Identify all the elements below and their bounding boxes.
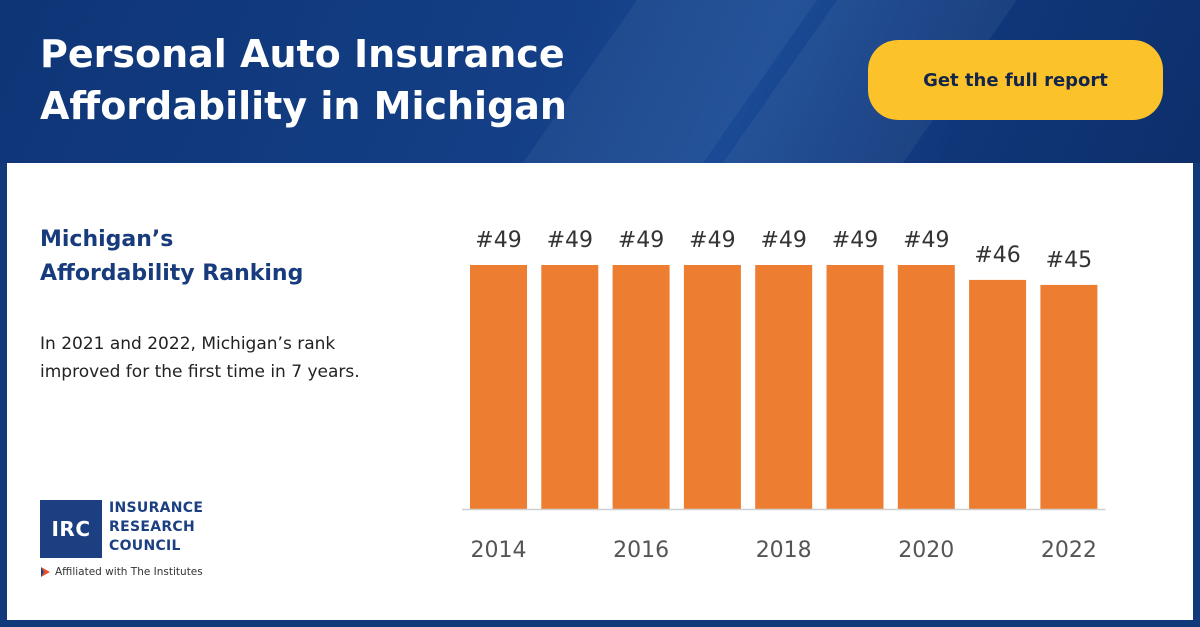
bar-2018 [755, 265, 813, 509]
data-label-2020: #49 [903, 228, 949, 253]
data-label-2017: #49 [689, 228, 735, 253]
bar-2022 [1040, 284, 1098, 509]
section-heading-line: Michigan’s [40, 227, 174, 252]
bar-2021 [969, 279, 1027, 509]
data-label-2021: #46 [974, 243, 1020, 268]
irc-logo-wordmark: INSURANCE RESEARCH COUNCIL [109, 499, 203, 556]
x-tick-2022: 2022 [1041, 538, 1097, 563]
x-tick-2016: 2016 [613, 538, 669, 563]
logo-name-line: INSURANCE [109, 500, 204, 516]
bar-group [470, 265, 1098, 509]
irc-logo: IRC INSURANCE RESEARCH COUNCIL Affiliate… [40, 498, 290, 588]
bar-2019 [826, 265, 884, 509]
data-label-2015: #49 [547, 228, 593, 253]
x-tick-group: 2014 2016 2018 2020 2022 [471, 538, 1097, 563]
x-tick-2018: 2018 [756, 538, 812, 563]
section-heading: Michigan’s Affordability Ranking [40, 223, 303, 291]
page-title: Personal Auto Insurance Affordability in… [40, 28, 740, 132]
page-title-line: Affordability in Michigan [40, 84, 567, 128]
data-label-2019: #49 [832, 228, 878, 253]
logo-name-line: RESEARCH [109, 519, 195, 535]
irc-logo-mark: IRC [40, 500, 102, 558]
data-label-2018: #49 [760, 228, 806, 253]
logo-name-line: COUNCIL [109, 538, 181, 554]
bar-2014 [470, 265, 527, 509]
data-label-2014: #49 [475, 228, 521, 253]
affiliation-line: Affiliated with The Institutes [40, 566, 203, 578]
data-label-2022: #45 [1046, 248, 1092, 273]
affiliation-text: Affiliated with The Institutes [55, 566, 203, 578]
ranking-bar-chart: #49 #49 #49 #49 #49 #49 #49 #46 #45 2014 2016 2018… [462, 228, 1106, 563]
bar-2020 [897, 265, 955, 509]
description-text: In 2021 and 2022, Michigan’s rank improv… [40, 330, 420, 386]
page-title-line: Personal Auto Insurance [40, 32, 565, 76]
get-full-report-button[interactable]: Get the full report [868, 40, 1163, 120]
data-label-2016: #49 [618, 228, 664, 253]
header-banner: Personal Auto Insurance Affordability in… [0, 0, 1200, 163]
section-heading-line: Affordability Ranking [40, 261, 304, 286]
institutes-arrow-icon [41, 567, 50, 577]
bar-2017 [683, 265, 741, 509]
x-tick-2014: 2014 [471, 538, 527, 563]
content-panel: Michigan’s Affordability Ranking In 2021… [7, 163, 1193, 620]
bar-2016 [612, 265, 670, 509]
description-line: In 2021 and 2022, Michigan’s rank [40, 334, 336, 354]
data-label-group: #49 #49 #49 #49 #49 #49 #49 #46 #45 [475, 228, 1092, 273]
x-tick-2020: 2020 [898, 538, 954, 563]
bar-2015 [541, 265, 599, 509]
description-line: improved for the first time in 7 years. [40, 362, 360, 382]
